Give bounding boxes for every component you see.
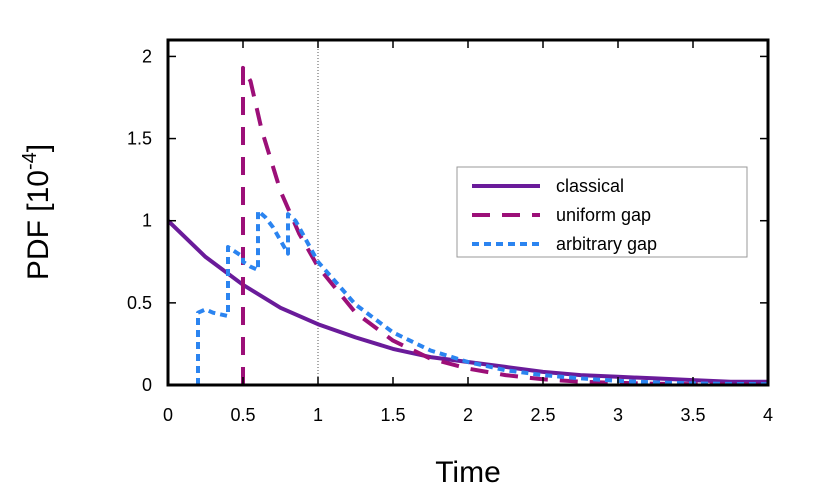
plot-frame [166,38,770,387]
y-axis-title-exponent: -4 [19,152,41,170]
x-tick-label: 0 [163,405,173,425]
legend-box [456,166,748,258]
legend-label-arbitrary-gap: arbitrary gap [556,234,657,254]
y-axis-title-main: PDF [10 [22,170,55,280]
y-tick-label: 0.5 [127,293,152,313]
x-tick-label: 3 [613,405,623,425]
x-tick-label: 2 [463,405,473,425]
x-tick-label: 0.5 [230,405,255,425]
y-tick-label: 1 [142,211,152,231]
x-tick-label: 1 [313,405,323,425]
series-line-arbitrary-gap [196,208,768,385]
y-axis-title: PDF [10-4] [19,144,55,280]
x-tick-label: 2.5 [530,405,555,425]
legend-label-classical: classical [556,176,624,196]
legend: classical uniform gap arbitrary gap [456,166,748,258]
y-axis-title-close: ] [22,144,55,152]
x-axis-title: Time [435,456,501,489]
x-tick-label: 4 [763,405,773,425]
y-tick-label: 1.5 [127,129,152,149]
y-tick-label: 0 [142,375,152,395]
x-tick-label: 1.5 [380,405,405,425]
legend-label-uniform-gap: uniform gap [556,205,651,225]
y-tick-label: 2 [142,46,152,66]
x-tick-label: 3.5 [680,405,705,425]
